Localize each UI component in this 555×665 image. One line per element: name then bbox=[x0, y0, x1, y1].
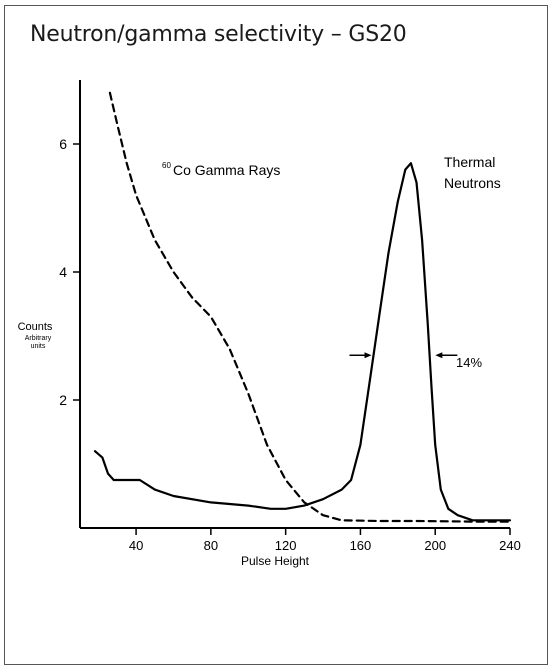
series-label-neutrons-line2: Neutrons bbox=[444, 175, 501, 191]
fwhm-label: 14% bbox=[456, 355, 482, 370]
y-axis-sublabel-1: Arbitrary bbox=[25, 335, 52, 342]
y-tick-label: 4 bbox=[59, 264, 67, 280]
x-axis-label: Pulse Height bbox=[241, 554, 310, 568]
chart-labels: Pulse Height Counts Arbitrary units 60 C… bbox=[18, 154, 501, 568]
chart-ticks: 40 80 120 160 200 240 2 4 6 bbox=[59, 136, 521, 553]
fwhm-right-arrow-head bbox=[435, 352, 443, 359]
chart-series bbox=[93, 91, 512, 523]
slide-frame bbox=[4, 5, 548, 665]
y-tick-label: 2 bbox=[59, 392, 67, 408]
x-tick-label: 160 bbox=[350, 538, 372, 553]
x-tick-label: 200 bbox=[424, 538, 446, 553]
chart: 40 80 120 160 200 240 2 4 6 Pulse Height Counts … bbox=[18, 80, 521, 568]
x-tick-label: 80 bbox=[204, 538, 218, 553]
series-label-neutrons-line1: Thermal bbox=[444, 154, 495, 170]
y-tick-label: 6 bbox=[59, 136, 67, 152]
x-tick-label: 40 bbox=[129, 538, 143, 553]
series-label-gamma-sup: 60 bbox=[162, 161, 171, 170]
x-tick-label: 120 bbox=[275, 538, 297, 553]
chart-axes bbox=[79, 80, 510, 529]
y-axis-label: Counts bbox=[18, 321, 53, 333]
series-line-gamma bbox=[108, 91, 512, 523]
slide-title: Neutron/gamma selectivity – GS20 bbox=[30, 22, 407, 47]
x-tick-label: 240 bbox=[499, 538, 521, 553]
fwhm-left-arrow-head bbox=[364, 352, 372, 359]
y-axis-sublabel-2: units bbox=[31, 343, 46, 350]
series-line-neutrons bbox=[93, 162, 512, 522]
series-label-gamma: Co Gamma Rays bbox=[173, 162, 280, 178]
